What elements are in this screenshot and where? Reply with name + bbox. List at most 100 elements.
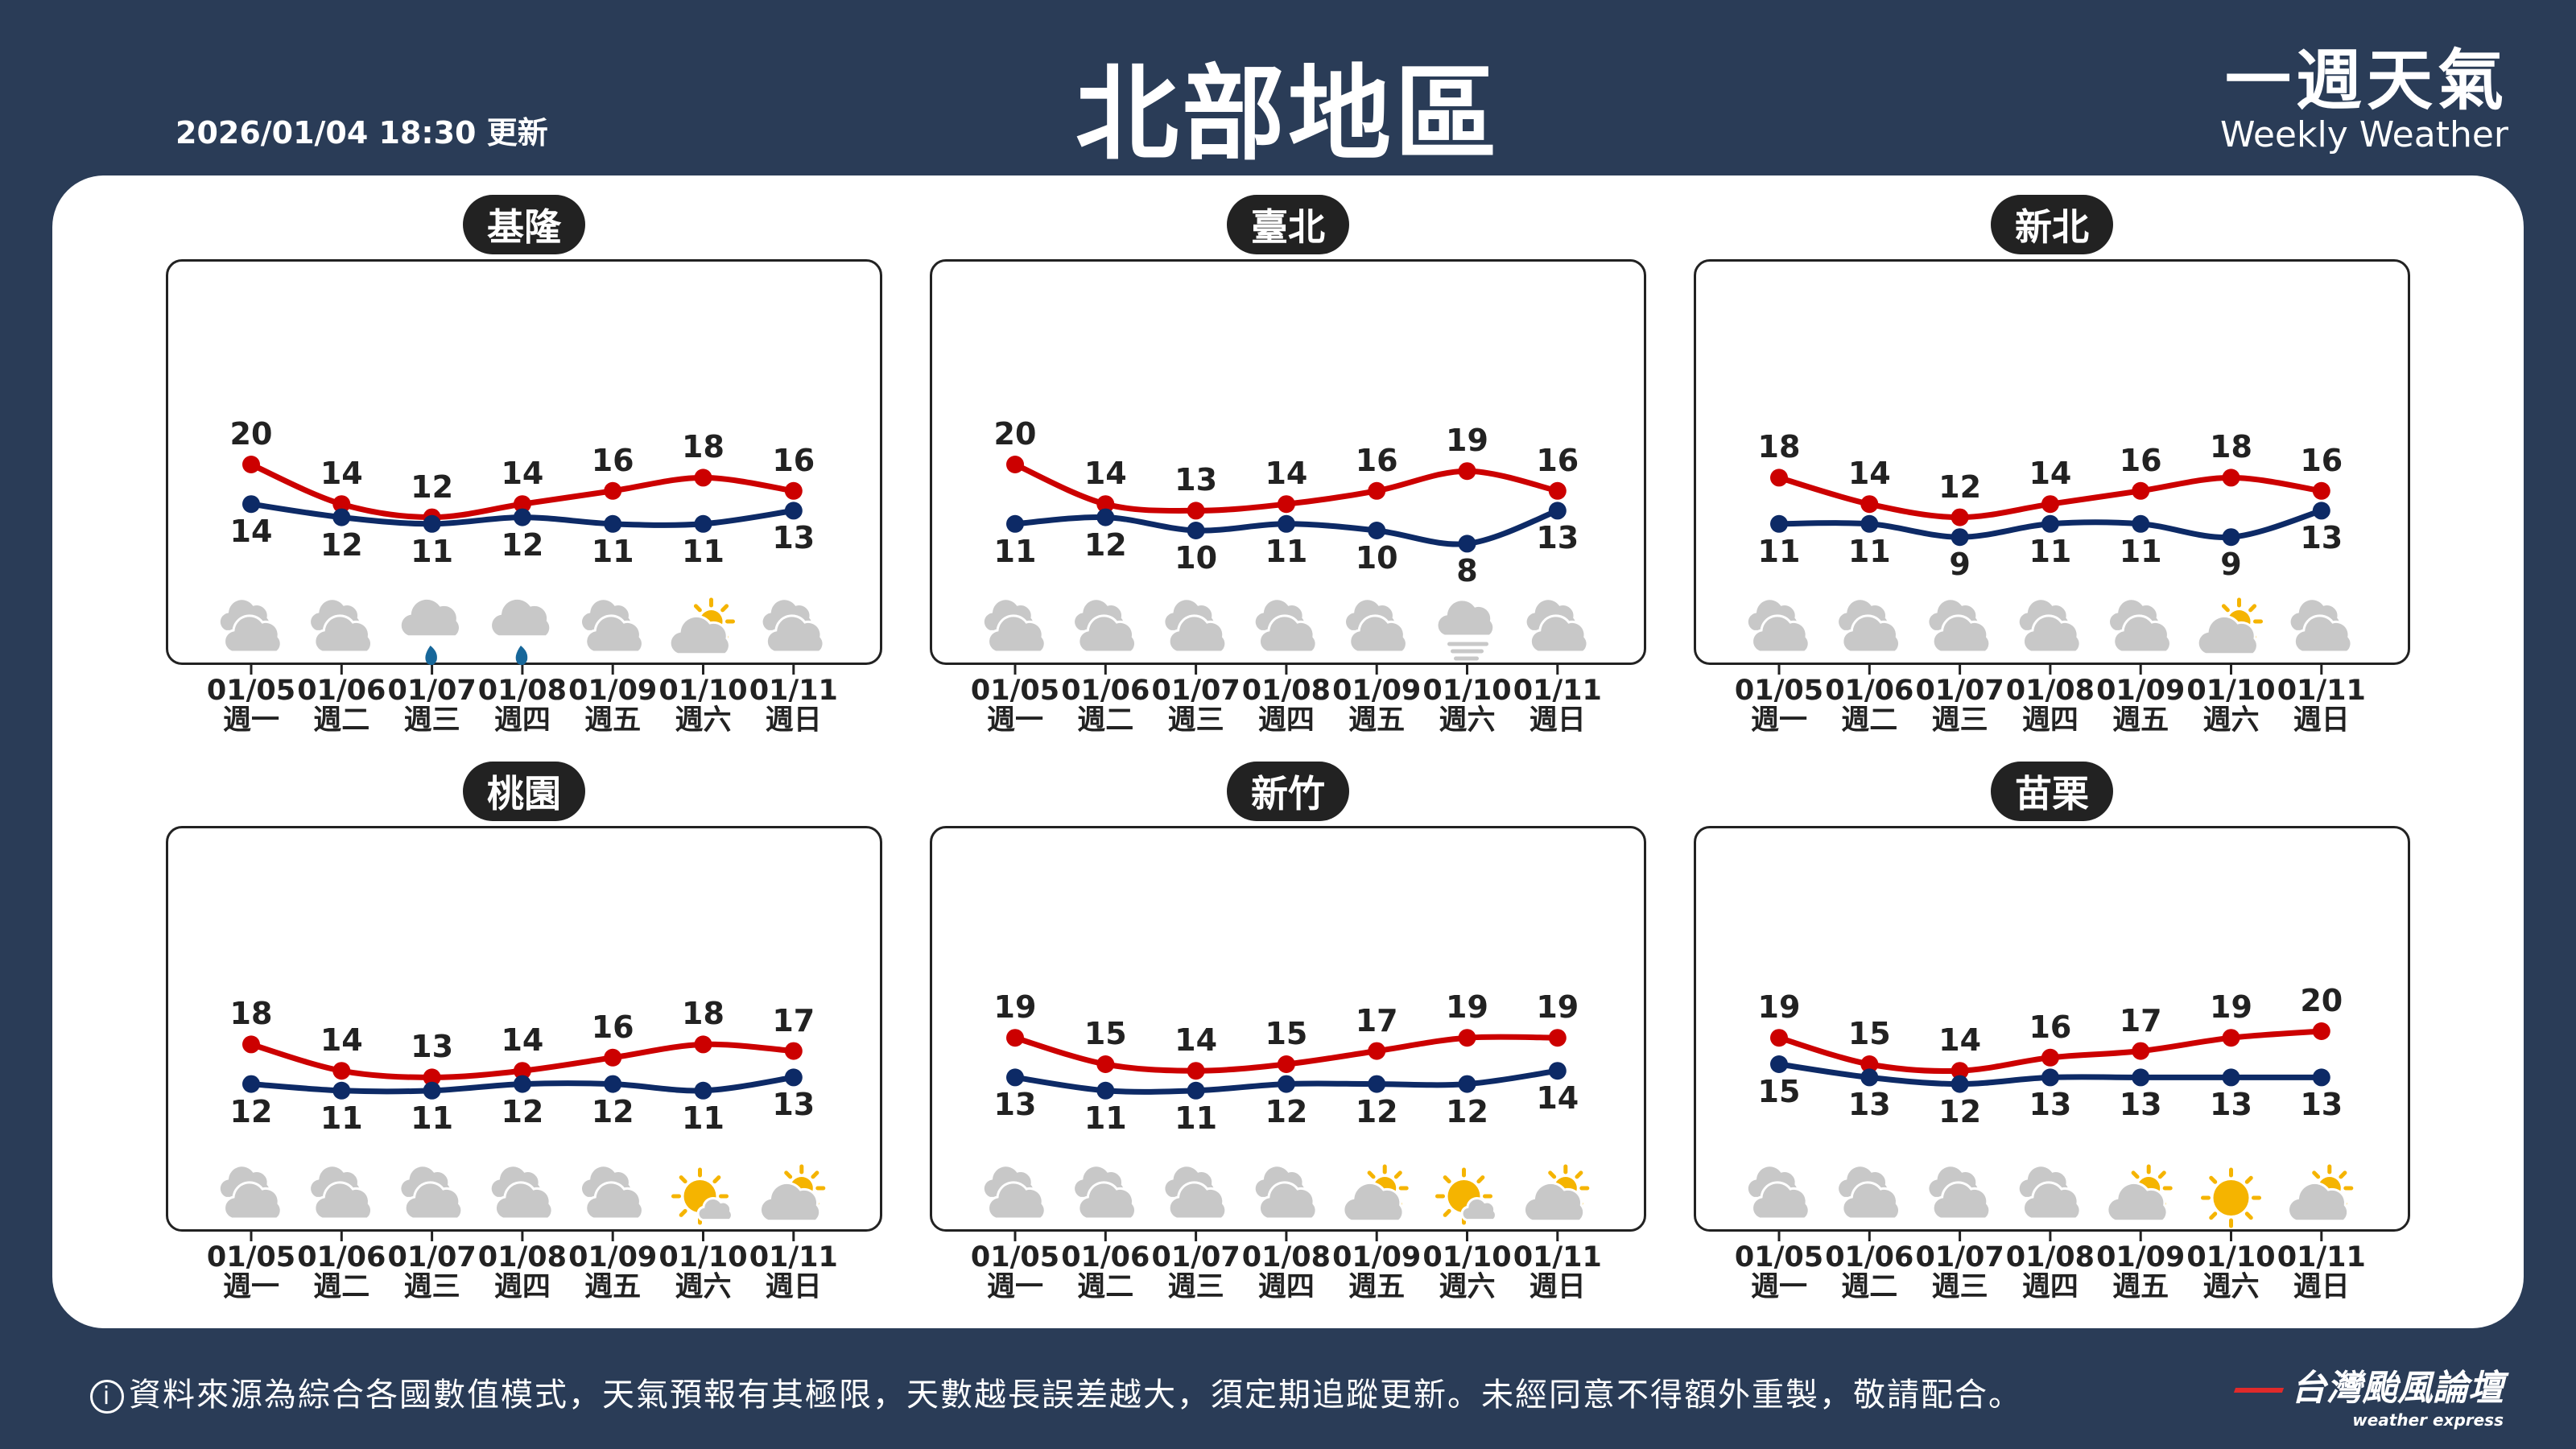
low-temp-point (1770, 1055, 1788, 1073)
cloudy-icon (1926, 1164, 1992, 1220)
weekday: 週五 (2112, 704, 2169, 737)
low-temp-label: 11 (1757, 533, 1801, 569)
date-label: 01/09 週五 (560, 676, 665, 736)
cloudy-icon (2017, 597, 2082, 654)
high-temp-point (242, 456, 260, 473)
low-temp-point (1548, 502, 1567, 520)
date-label: 01/05 週一 (1727, 1243, 1831, 1302)
high-temp-point (694, 469, 712, 487)
city-forecast-panel: 桃園 18 14 13 14 16 18 17 12 11 11 12 12 11 13 01/05 週一 01/… (166, 762, 882, 1302)
high-temp-point (1096, 495, 1115, 514)
low-temp-point (1951, 1075, 1969, 1093)
low-temp-label: 12 (501, 1093, 544, 1129)
date: 01/08 (1241, 1241, 1331, 1274)
high-temp-label: 18 (1757, 429, 1801, 465)
low-temp-point (423, 514, 441, 533)
date-label: 01/10 週六 (651, 676, 756, 736)
low-temp-point (1187, 1081, 1205, 1100)
weekday: 週二 (1841, 1271, 1898, 1303)
weekday: 週二 (1077, 1271, 1134, 1303)
weekday: 週五 (1348, 704, 1406, 737)
date: 01/10 (658, 675, 748, 707)
high-temp-label: 14 (501, 1022, 544, 1059)
low-temp-label: 11 (682, 1100, 724, 1136)
high-temp-label: 14 (501, 456, 544, 492)
date-label: 01/07 週三 (380, 1243, 485, 1302)
low-temp-point (2312, 502, 2330, 520)
weekday: 週五 (584, 1271, 642, 1303)
temperature-chart (217, 1035, 826, 1241)
low-temp-point (2132, 1068, 2150, 1087)
low-temp-label: 14 (229, 514, 273, 550)
high-temp-point (2132, 1042, 2150, 1060)
date-label: 01/10 週六 (1415, 676, 1520, 736)
date-label: 01/07 週三 (380, 676, 485, 736)
update-timestamp: 2026/01/04 18:30 更新 (175, 115, 548, 151)
date-label: 01/09 週五 (1324, 676, 1429, 736)
weekday: 週一 (1750, 1271, 1807, 1303)
date: 01/05 (970, 1241, 1060, 1274)
weekday: 週一 (986, 704, 1043, 737)
high-temp-point (1860, 1055, 1879, 1073)
low-temp-label: 11 (1847, 533, 1891, 569)
low-temp-label: 15 (1757, 1074, 1801, 1109)
high-temp-label: 16 (2029, 1009, 2072, 1045)
cloudy-icon (1836, 597, 1901, 654)
info-icon: i (90, 1380, 124, 1414)
high-temp-label: 14 (1265, 456, 1308, 492)
high-temp-point (423, 1068, 441, 1087)
low-temp-point (1277, 514, 1295, 533)
date-label: 01/11 週日 (2269, 1243, 2374, 1302)
weekday: 週六 (675, 704, 732, 737)
high-temp-point (1368, 481, 1386, 500)
date: 01/10 (658, 1241, 748, 1274)
date: 01/09 (1332, 1241, 1422, 1274)
low-temp-label: 9 (1949, 547, 1971, 583)
high-temp-label: 12 (411, 469, 454, 505)
date-label: 01/11 週日 (741, 1243, 846, 1302)
low-temp-label: 14 (1536, 1080, 1579, 1117)
high-temp-point (604, 1048, 622, 1067)
date: 01/07 (1151, 1241, 1241, 1274)
date: 01/11 (2277, 675, 2366, 707)
date-label: 01/08 週四 (1998, 676, 2103, 736)
low-temp-point (604, 514, 622, 533)
low-temp-point (784, 1068, 803, 1087)
brand-zh: 一週天氣 (2224, 43, 2508, 119)
low-temp-point (242, 495, 260, 514)
low-temp-point (1006, 1068, 1024, 1087)
low-temp-label: 13 (2119, 1087, 2162, 1123)
high-temp-point (1951, 1062, 1969, 1080)
date-label: 01/11 週日 (1505, 1243, 1610, 1302)
low-temp-point (1860, 1068, 1879, 1087)
partly-sunny-icon (2196, 597, 2263, 656)
low-temp-label: 12 (1938, 1093, 1982, 1129)
city-forecast-panel: 臺北 20 14 13 14 16 19 16 11 12 10 11 10 8 13 01/05 週一 01/0… (930, 195, 1646, 736)
date: 01/11 (749, 1241, 838, 1274)
high-temp-label: 14 (1084, 456, 1127, 492)
low-temp-point (694, 514, 712, 533)
temperature-chart (1745, 469, 2353, 675)
high-temp-point (1458, 462, 1476, 481)
date: 01/06 (1061, 675, 1150, 707)
high-temp-point (1770, 469, 1788, 487)
date-label: 01/06 週二 (289, 1243, 394, 1302)
city-name: 基隆 (463, 195, 585, 254)
chart-frame (1694, 826, 2410, 1232)
low-temp-point (242, 1075, 260, 1093)
weekday: 週二 (313, 704, 370, 737)
low-temp-point (1548, 1062, 1567, 1080)
date-label: 01/06 週二 (1817, 1243, 1922, 1302)
cloudy-icon (1072, 597, 1137, 654)
date: 01/11 (1513, 1241, 1602, 1274)
high-temp-label: 20 (2300, 983, 2343, 1018)
logo-en: weather express (2352, 1410, 2504, 1430)
chart-frame (166, 826, 882, 1232)
low-temp-label: 11 (2029, 533, 2072, 569)
weekday: 週日 (2293, 1271, 2350, 1303)
high-temp-point (1277, 495, 1295, 514)
high-temp-label: 16 (1355, 442, 1398, 478)
low-temp-label: 12 (1265, 1093, 1308, 1129)
logo: 台灣颱風論壇 weather express (2233, 1359, 2504, 1430)
mostly-sunny-icon (1435, 1167, 1497, 1225)
